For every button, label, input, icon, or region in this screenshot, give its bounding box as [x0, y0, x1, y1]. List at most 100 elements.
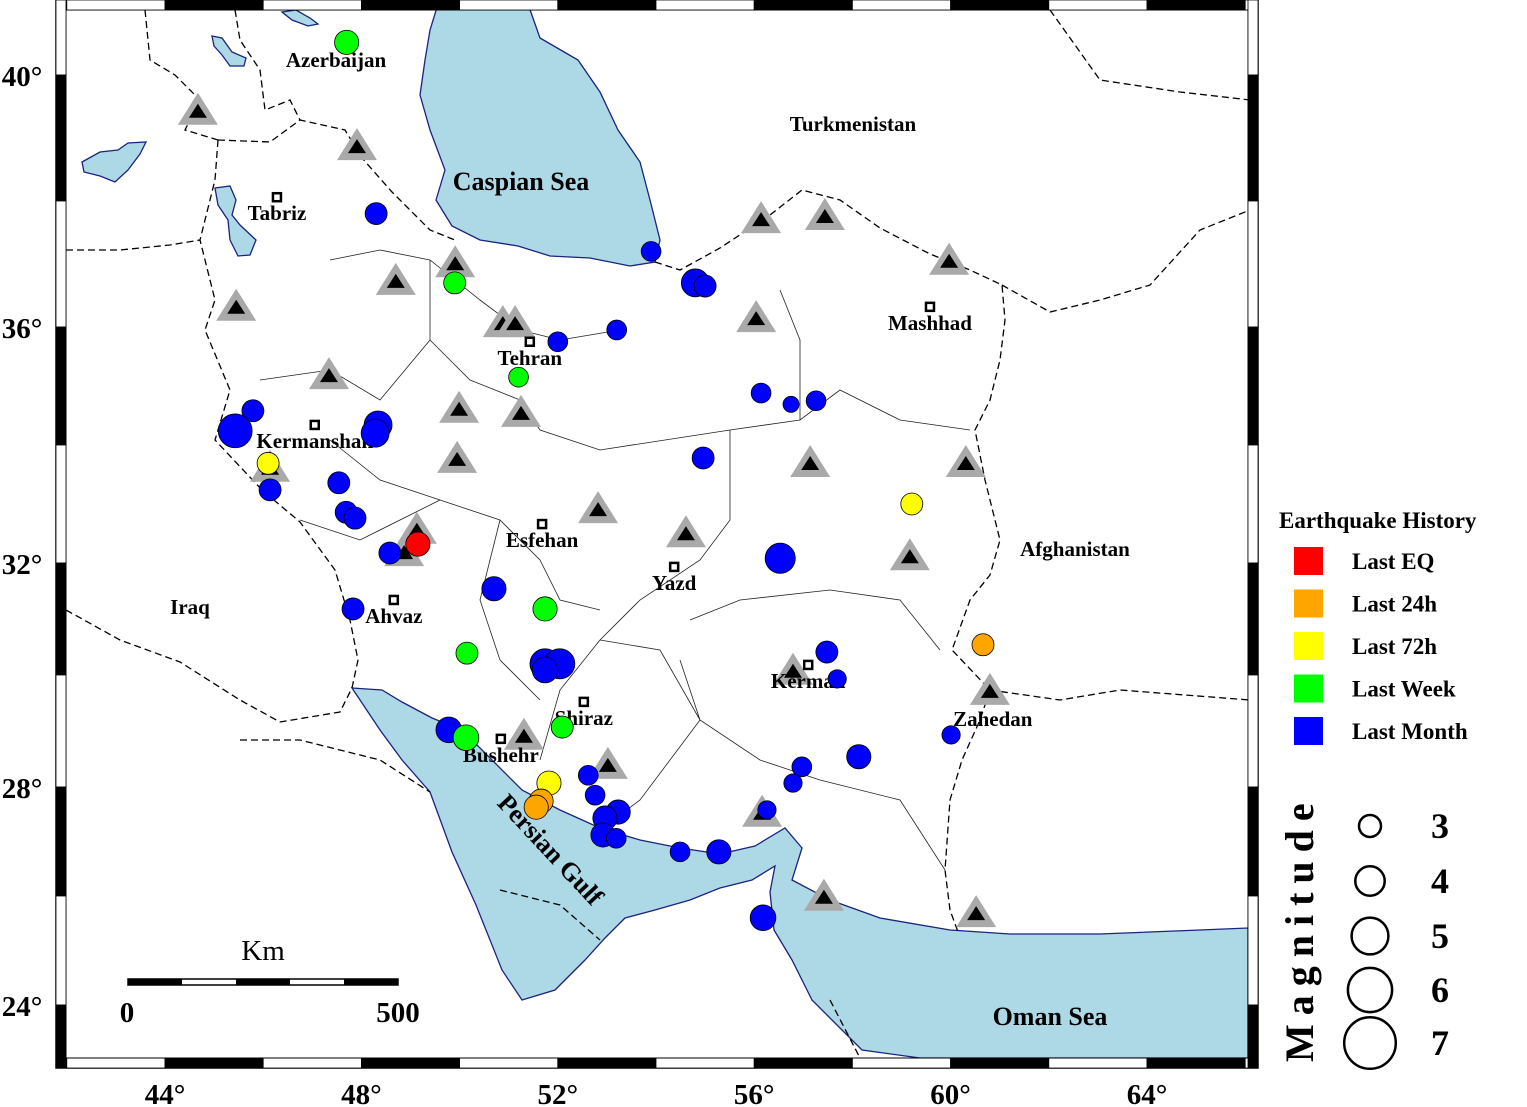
- label-oman-sea: Oman Sea: [993, 1002, 1108, 1031]
- station-triangle-icon: [803, 878, 844, 911]
- iraq-border: [65, 609, 353, 723]
- station-triangle-icon: [437, 440, 478, 473]
- earthquake-event-month[interactable]: [941, 725, 961, 745]
- lat-tick-label: 36°: [2, 313, 43, 345]
- station-triangle-icon: [439, 390, 480, 423]
- earthquake-event-week[interactable]: [452, 724, 480, 751]
- lon-tick-label: 64°: [1127, 1079, 1168, 1107]
- earthquake-event-month[interactable]: [258, 478, 282, 502]
- earthquake-event-month[interactable]: [360, 418, 390, 448]
- earthquake-event-week[interactable]: [334, 29, 360, 55]
- scale-unit: Km: [241, 935, 285, 967]
- magnitude-label: 3: [1431, 806, 1449, 846]
- legend-label: Last 72h: [1352, 634, 1437, 659]
- caspian-sea: [419, 3, 661, 267]
- iran-border: [217, 119, 456, 241]
- legend-label: Last Week: [1352, 677, 1456, 702]
- earthquake-event-month[interactable]: [547, 331, 569, 353]
- armenia-border: [144, 9, 219, 141]
- legend-swatch-last: [1294, 547, 1323, 575]
- earthquake-event-month[interactable]: [481, 576, 507, 602]
- earthquake-event-month[interactable]: [749, 904, 777, 932]
- station-triangle-icon: [741, 201, 782, 234]
- station-triangle-icon: [216, 288, 257, 321]
- earthquake-event-month[interactable]: [805, 390, 827, 412]
- uzbek-border: [1049, 9, 1251, 101]
- lon-tick-label: 56°: [734, 1079, 775, 1107]
- earthquake-event-week[interactable]: [443, 271, 467, 295]
- earthquake-event-month[interactable]: [693, 274, 717, 298]
- earthquake-event-72h[interactable]: [900, 492, 924, 516]
- earthquake-event-month[interactable]: [606, 319, 628, 341]
- earthquake-event-month[interactable]: [605, 827, 627, 849]
- earthquake-event-week[interactable]: [532, 596, 558, 622]
- earthquake-event-24h[interactable]: [971, 633, 995, 657]
- lon-tick-label: 44°: [145, 1079, 186, 1107]
- lat-tick-label: 24°: [2, 991, 43, 1023]
- earthquake-event-month[interactable]: [815, 640, 839, 664]
- earthquake-event-month[interactable]: [782, 395, 800, 413]
- scale-bar: Km 0 500: [120, 935, 420, 1029]
- earthquake-event-month[interactable]: [341, 597, 365, 621]
- station-triangle-icon: [578, 491, 619, 524]
- lake-van: [81, 141, 148, 183]
- earthquake-event-month[interactable]: [640, 241, 662, 262]
- magnitude-label: 7: [1431, 1023, 1449, 1063]
- city-marker-icon: [924, 301, 936, 313]
- earthquake-event-month[interactable]: [531, 656, 559, 684]
- station-triangle-icon: [308, 357, 349, 390]
- saudi-border: [240, 739, 431, 793]
- city-label: Esfehan: [506, 528, 579, 552]
- city-marker-icon: [668, 561, 680, 573]
- earthquake-event-week[interactable]: [508, 366, 529, 388]
- station-triangle-icon: [587, 746, 628, 779]
- station-triangle-icon: [503, 717, 544, 750]
- turkmenistan-border: [1001, 209, 1251, 313]
- earthquake-event-month[interactable]: [241, 399, 265, 423]
- city-label: Zahedan: [953, 707, 1033, 731]
- station-triangle-icon: [772, 652, 813, 685]
- axis-labels: 44° 48° 52° 56° 60° 64° 40° 36° 32° 28° 24°: [2, 61, 1168, 1107]
- earthquake-event-month[interactable]: [757, 800, 777, 820]
- earthquake-event-month[interactable]: [577, 764, 599, 786]
- earthquake-event-week[interactable]: [455, 641, 479, 665]
- earthquake-event-month[interactable]: [364, 202, 388, 226]
- earthquake-event-month[interactable]: [343, 506, 367, 530]
- city-label: Tabriz: [248, 201, 307, 225]
- earthquake-events: [217, 29, 995, 932]
- station-triangle-icon: [500, 394, 541, 427]
- earthquake-event-month[interactable]: [750, 382, 772, 404]
- station-triangle-icon: [804, 198, 845, 231]
- earthquake-event-month[interactable]: [791, 756, 813, 778]
- earthquake-event-month[interactable]: [669, 841, 691, 863]
- earthquake-event-month[interactable]: [327, 471, 351, 495]
- magnitude-circle-icon: [1350, 916, 1390, 956]
- earthquake-event-month[interactable]: [691, 446, 715, 470]
- map-frame: [55, 0, 1259, 1069]
- earthquake-event-24h[interactable]: [523, 794, 549, 820]
- iran-border-east: [654, 189, 1006, 933]
- station-triangle-icon: [736, 300, 777, 333]
- legend-label: Last 24h: [1352, 592, 1437, 617]
- city-marker-icon: [309, 419, 321, 431]
- earthquake-event-month[interactable]: [217, 413, 253, 449]
- earthquake-event-month[interactable]: [764, 542, 796, 574]
- station-triangle-icon: [929, 242, 970, 275]
- earthquake-event-month[interactable]: [846, 744, 872, 770]
- earthquake-event-month[interactable]: [783, 773, 803, 793]
- earthquake-event-last[interactable]: [405, 531, 431, 557]
- earthquake-event-month[interactable]: [584, 784, 606, 806]
- legend-label: Last Month: [1352, 719, 1468, 744]
- earthquake-event-month[interactable]: [706, 839, 732, 865]
- earthquake-event-month[interactable]: [378, 541, 402, 565]
- earthquake-event-month[interactable]: [827, 669, 847, 689]
- label-azerbaijan: Azerbaijan: [286, 48, 387, 72]
- station-triangle-icon: [956, 895, 997, 928]
- earthquake-event-week[interactable]: [550, 715, 574, 739]
- magnitude-label: 5: [1431, 916, 1449, 956]
- city-marker-icon: [802, 659, 814, 671]
- earthquake-event-72h[interactable]: [256, 451, 280, 475]
- magnitude-circle-icon: [1342, 1015, 1398, 1071]
- magnitude-circle-icon: [1346, 966, 1394, 1014]
